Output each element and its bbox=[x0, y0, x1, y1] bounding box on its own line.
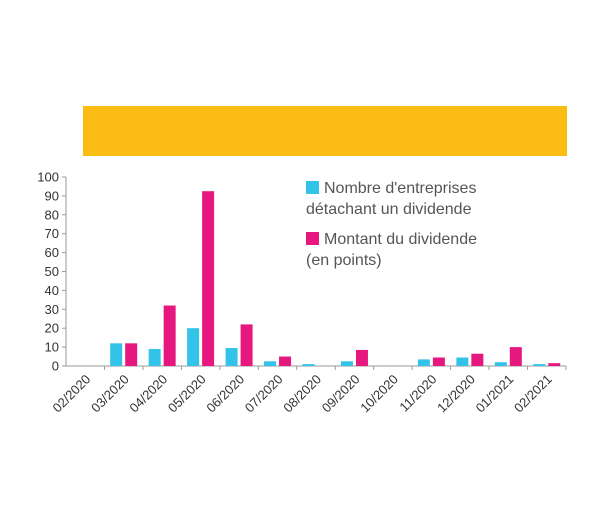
header-banner bbox=[83, 106, 567, 156]
bar-montant bbox=[202, 191, 215, 366]
x-tick-label: 02/2021 bbox=[511, 372, 555, 416]
y-tick-label: 80 bbox=[45, 207, 59, 222]
bar-montant bbox=[432, 357, 445, 366]
bar-entreprises bbox=[110, 343, 123, 366]
x-tick-label: 06/2020 bbox=[203, 372, 247, 416]
bar-entreprises bbox=[494, 362, 507, 366]
x-tick-label: 10/2020 bbox=[357, 372, 401, 416]
chart-legend: Nombre d'entreprises détachant un divide… bbox=[306, 180, 477, 269]
legend-swatch-magenta bbox=[306, 232, 319, 245]
bar-montant bbox=[163, 305, 176, 366]
y-tick-label: 40 bbox=[45, 283, 59, 298]
legend-entry-0-line1: Nombre d'entreprises bbox=[324, 180, 476, 197]
x-tick-label: 05/2020 bbox=[165, 372, 209, 416]
bar-montant bbox=[279, 356, 292, 366]
x-tick-label: 02/2020 bbox=[50, 372, 94, 416]
x-tick-label: 03/2020 bbox=[88, 372, 132, 416]
bar-entreprises bbox=[533, 364, 546, 366]
x-tick-label: 01/2021 bbox=[473, 372, 517, 416]
legend-entry-1-line1: Montant du dividende bbox=[324, 231, 477, 248]
x-tick-label: 08/2020 bbox=[280, 372, 324, 416]
bar-montant bbox=[240, 324, 253, 366]
bar-entreprises bbox=[225, 348, 238, 366]
chart-bars bbox=[110, 191, 561, 366]
y-tick-label: 60 bbox=[45, 245, 59, 260]
x-tick-label: 09/2020 bbox=[319, 372, 363, 416]
y-tick-label: 20 bbox=[45, 321, 59, 336]
legend-entry-0-line2: détachant un dividende bbox=[306, 201, 472, 218]
bar-montant bbox=[355, 349, 368, 366]
x-tick-label: 12/2020 bbox=[434, 372, 478, 416]
bar-montant bbox=[471, 353, 484, 366]
y-tick-label: 50 bbox=[45, 264, 59, 279]
bar-entreprises bbox=[148, 348, 161, 366]
x-tick-label: 04/2020 bbox=[126, 372, 170, 416]
y-tick-label: 30 bbox=[45, 302, 59, 317]
bar-montant bbox=[125, 343, 138, 366]
y-tick-label: 100 bbox=[37, 170, 59, 185]
bar-entreprises bbox=[264, 361, 277, 366]
y-tick-label: 0 bbox=[52, 359, 59, 374]
legend-swatch-cyan bbox=[306, 181, 319, 194]
bar-entreprises bbox=[417, 359, 430, 366]
legend-entry-1-line2: (en points) bbox=[306, 252, 382, 269]
bar-montant bbox=[548, 363, 561, 366]
x-tick-label: 11/2020 bbox=[396, 372, 439, 415]
bar-entreprises bbox=[302, 364, 315, 366]
y-tick-label: 10 bbox=[45, 340, 59, 355]
y-tick-label: 70 bbox=[45, 226, 59, 241]
chart-axes: 0 10 20 30 40 50 60 70 80 90 100 02/202003/202004/2… bbox=[37, 170, 567, 416]
bar-entreprises bbox=[456, 357, 469, 366]
bar-entreprises bbox=[340, 361, 353, 366]
bar-montant bbox=[509, 347, 522, 366]
x-tick-label: 07/2020 bbox=[242, 372, 286, 416]
bar-entreprises bbox=[187, 328, 200, 366]
y-tick-label: 90 bbox=[45, 188, 59, 203]
